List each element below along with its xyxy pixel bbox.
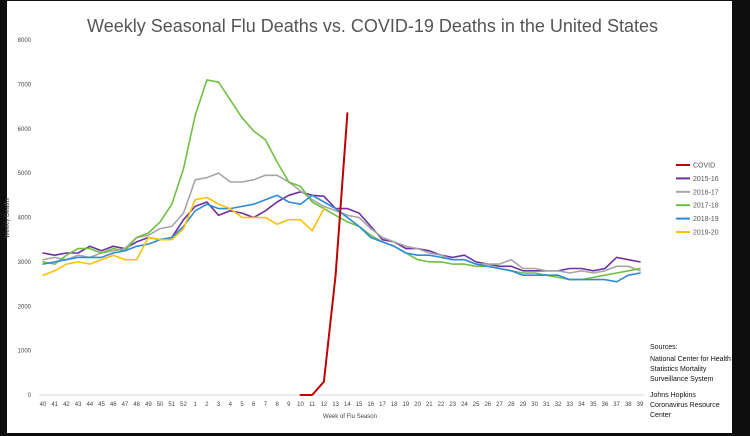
x-tick-label: 38 (625, 402, 632, 408)
x-axis-title: Week of Flu Season (323, 414, 377, 420)
x-tick-label: 3 (217, 402, 221, 408)
x-tick-label: 40 (40, 402, 47, 408)
legend-label: 2016-17 (693, 189, 719, 196)
y-tick-label: 0 (28, 393, 32, 399)
series-line-2018-19 (42, 194, 641, 283)
sources-note: Sources: National Center for Health Stat… (650, 344, 731, 419)
source-line: Surveillance System (650, 376, 714, 383)
x-tick-label: 23 (449, 402, 456, 408)
chart-title: Weekly Seasonal Flu Deaths vs. COVID-19 … (87, 16, 658, 36)
x-tick-label: 17 (379, 402, 386, 408)
x-tick-label: 16 (367, 402, 374, 408)
y-tick-label: 4000 (18, 216, 32, 222)
x-tick-label: 22 (438, 402, 445, 408)
x-tick-label: 33 (566, 402, 573, 408)
x-tick-label: 8 (275, 402, 279, 408)
x-tick-label: 20 (414, 402, 421, 408)
x-tick-label: 11 (309, 402, 316, 408)
x-tick-label: 48 (133, 402, 140, 408)
source-line: Coronavirus Resource (650, 402, 720, 409)
series-line-COVID (299, 112, 349, 396)
y-tick-label: 8000 (18, 38, 32, 44)
x-tick-label: 13 (332, 402, 339, 408)
x-tick-label: 49 (145, 402, 152, 408)
series-line-2017-18 (42, 79, 641, 281)
x-tick-label: 1 (194, 402, 198, 408)
x-tick-label: 35 (590, 402, 597, 408)
y-axis-title: Weekly Deaths (5, 198, 11, 238)
x-tick-label: 45 (98, 402, 105, 408)
x-tick-label: 10 (297, 402, 304, 408)
y-tick-label: 3000 (18, 260, 32, 266)
x-tick-label: 2 (205, 402, 209, 408)
source-line: National Center for Health (650, 356, 731, 363)
x-tick-label: 29 (520, 402, 527, 408)
legend-label: 2015-16 (693, 176, 719, 183)
x-tick-label: 41 (51, 402, 58, 408)
x-tick-label: 30 (531, 402, 538, 408)
x-tick-label: 24 (461, 402, 468, 408)
x-tick-label: 44 (86, 402, 93, 408)
chart-background (7, 1, 732, 433)
legend-label: COVID (693, 163, 715, 170)
x-tick-label: 25 (473, 402, 480, 408)
x-tick-label: 14 (344, 402, 351, 408)
x-tick-label: 5 (240, 402, 244, 408)
source-line: Center (650, 412, 672, 419)
y-axis-ticks: 0 1000 2000 3000 4000 5000 6000 7000 8000 (18, 38, 32, 399)
x-tick-label: 50 (157, 402, 164, 408)
legend-label: 2019-20 (693, 230, 719, 237)
source-line: Statistics Mortality (650, 366, 707, 373)
x-tick-label: 6 (252, 402, 256, 408)
legend: COVID 2015-16 2016-17 2017-18 2018-19 2019-20 (676, 163, 719, 237)
y-tick-label: 2000 (18, 304, 32, 310)
x-tick-label: 32 (555, 402, 562, 408)
x-tick-label: 42 (63, 402, 70, 408)
x-tick-label: 12 (321, 402, 328, 408)
x-tick-label: 28 (508, 402, 515, 408)
x-tick-label: 9 (287, 402, 291, 408)
x-tick-label: 26 (484, 402, 491, 408)
x-tick-label: 7 (264, 402, 268, 408)
x-tick-label: 36 (602, 402, 609, 408)
x-tick-label: 15 (356, 402, 363, 408)
x-tick-label: 31 (543, 402, 550, 408)
x-tick-label: 19 (403, 402, 410, 408)
x-tick-label: 52 (180, 402, 187, 408)
x-tick-label: 4 (229, 402, 233, 408)
series-lines (42, 79, 641, 396)
x-tick-label: 21 (426, 402, 433, 408)
x-tick-label: 47 (122, 402, 129, 408)
y-tick-label: 5000 (18, 171, 32, 177)
x-tick-label: 46 (110, 402, 117, 408)
series-line-2015-16 (42, 191, 641, 272)
series-line-2019-20 (42, 196, 325, 276)
x-tick-label: 27 (496, 402, 503, 408)
x-tick-label: 39 (637, 402, 644, 408)
legend-label: 2017-18 (693, 203, 719, 210)
legend-label: 2018-19 (693, 216, 719, 223)
x-tick-label: 34 (578, 402, 585, 408)
x-axis-ticks: 40 41 42 43 44 45 46 47 48 49 50 51 52 1 2 3 4 5 6 7 8 9 10 11 1… (40, 402, 644, 408)
y-tick-label: 1000 (18, 349, 32, 355)
y-tick-label: 7000 (18, 82, 32, 88)
source-line: Johns Hopkins (650, 392, 696, 399)
x-tick-label: 37 (613, 402, 620, 408)
x-tick-label: 18 (391, 402, 398, 408)
sources-heading: Sources: (650, 344, 678, 351)
x-tick-label: 51 (168, 402, 175, 408)
y-tick-label: 6000 (18, 127, 32, 133)
x-tick-label: 43 (75, 402, 82, 408)
